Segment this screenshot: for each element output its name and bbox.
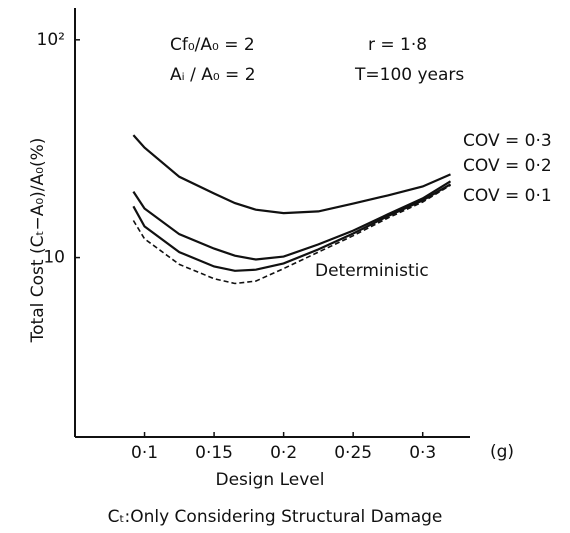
series-label: COV = 0·1 <box>463 186 552 206</box>
series-label: COV = 0·3 <box>463 131 552 151</box>
y-axis-label: Total Cost (Cₜ−A₀)/A₀(%) <box>28 138 48 344</box>
x-tick-label: 0·1 <box>131 443 158 463</box>
annotation: T=100 years <box>354 65 464 85</box>
x-tick-label: 0·3 <box>409 443 436 463</box>
annotation: r = 1·8 <box>368 35 427 55</box>
x-tick-label: 0·25 <box>334 443 372 463</box>
series-line <box>132 180 452 261</box>
series-label: Deterministic <box>315 261 429 281</box>
y-tick-label: 10 <box>43 248 65 268</box>
series-label: COV = 0·2 <box>463 156 552 176</box>
x-unit: (g) <box>490 442 514 462</box>
annotation: Aᵢ / A₀ = 2 <box>170 65 256 85</box>
x-tick-label: 0·15 <box>195 443 233 463</box>
annotation: Cf₀/A₀ = 2 <box>170 35 255 55</box>
caption: Cₜ:Only Considering Structural Damage <box>108 507 443 527</box>
series-line <box>132 134 451 215</box>
y-tick-label: 10² <box>37 30 65 50</box>
series-line <box>132 184 451 285</box>
x-tick-label: 0·2 <box>270 443 297 463</box>
x-axis-label: Design Level <box>216 470 325 490</box>
series-line <box>132 183 452 272</box>
